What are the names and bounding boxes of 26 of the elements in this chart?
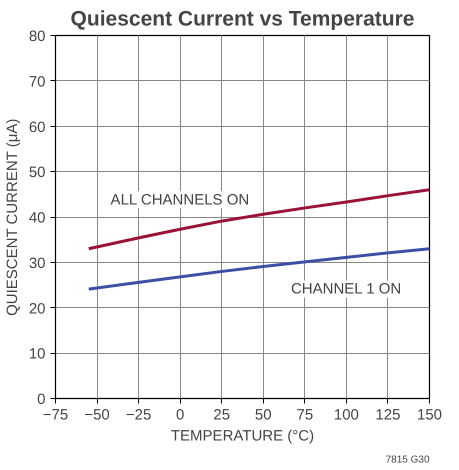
series-label: CHANNEL 1 ON <box>290 280 402 298</box>
x-tick-label: 50 <box>254 406 272 424</box>
y-tick-label: 30 <box>28 254 46 272</box>
x-tick-label: 75 <box>296 406 314 424</box>
y-axis-title: QUIESCENT CURRENT (μA) <box>4 118 21 316</box>
chart-title: Quiescent Current vs Temperature <box>70 8 414 30</box>
series-label: ALL CHANNELS ON <box>110 191 250 208</box>
y-tick-label: 60 <box>28 118 46 136</box>
line-series <box>87 188 430 250</box>
y-tick-label: 70 <box>28 73 46 90</box>
y-tick-label: 10 <box>28 346 46 363</box>
x-tick-label: 100 <box>334 406 359 424</box>
x-axis-title: TEMPERATURE (°C) <box>170 428 314 444</box>
y-tick-label: 20 <box>28 300 46 318</box>
x-tick-label: 25 <box>213 406 230 424</box>
text: 7815 G30 <box>386 454 430 466</box>
x-tick-label: −25 <box>126 406 152 424</box>
x-tick-label: −50 <box>84 406 110 424</box>
y-tick-label: 40 <box>28 210 46 226</box>
x-tick-label: −75 <box>42 406 68 424</box>
x-tick-label: 0 <box>176 406 184 424</box>
y-tick-label: 50 <box>28 164 46 182</box>
x-tick-label: 125 <box>375 406 400 424</box>
y-tick-label: 0 <box>37 391 46 408</box>
y-tick-label: 80 <box>28 28 46 45</box>
x-tick-label: 150 <box>416 406 442 424</box>
